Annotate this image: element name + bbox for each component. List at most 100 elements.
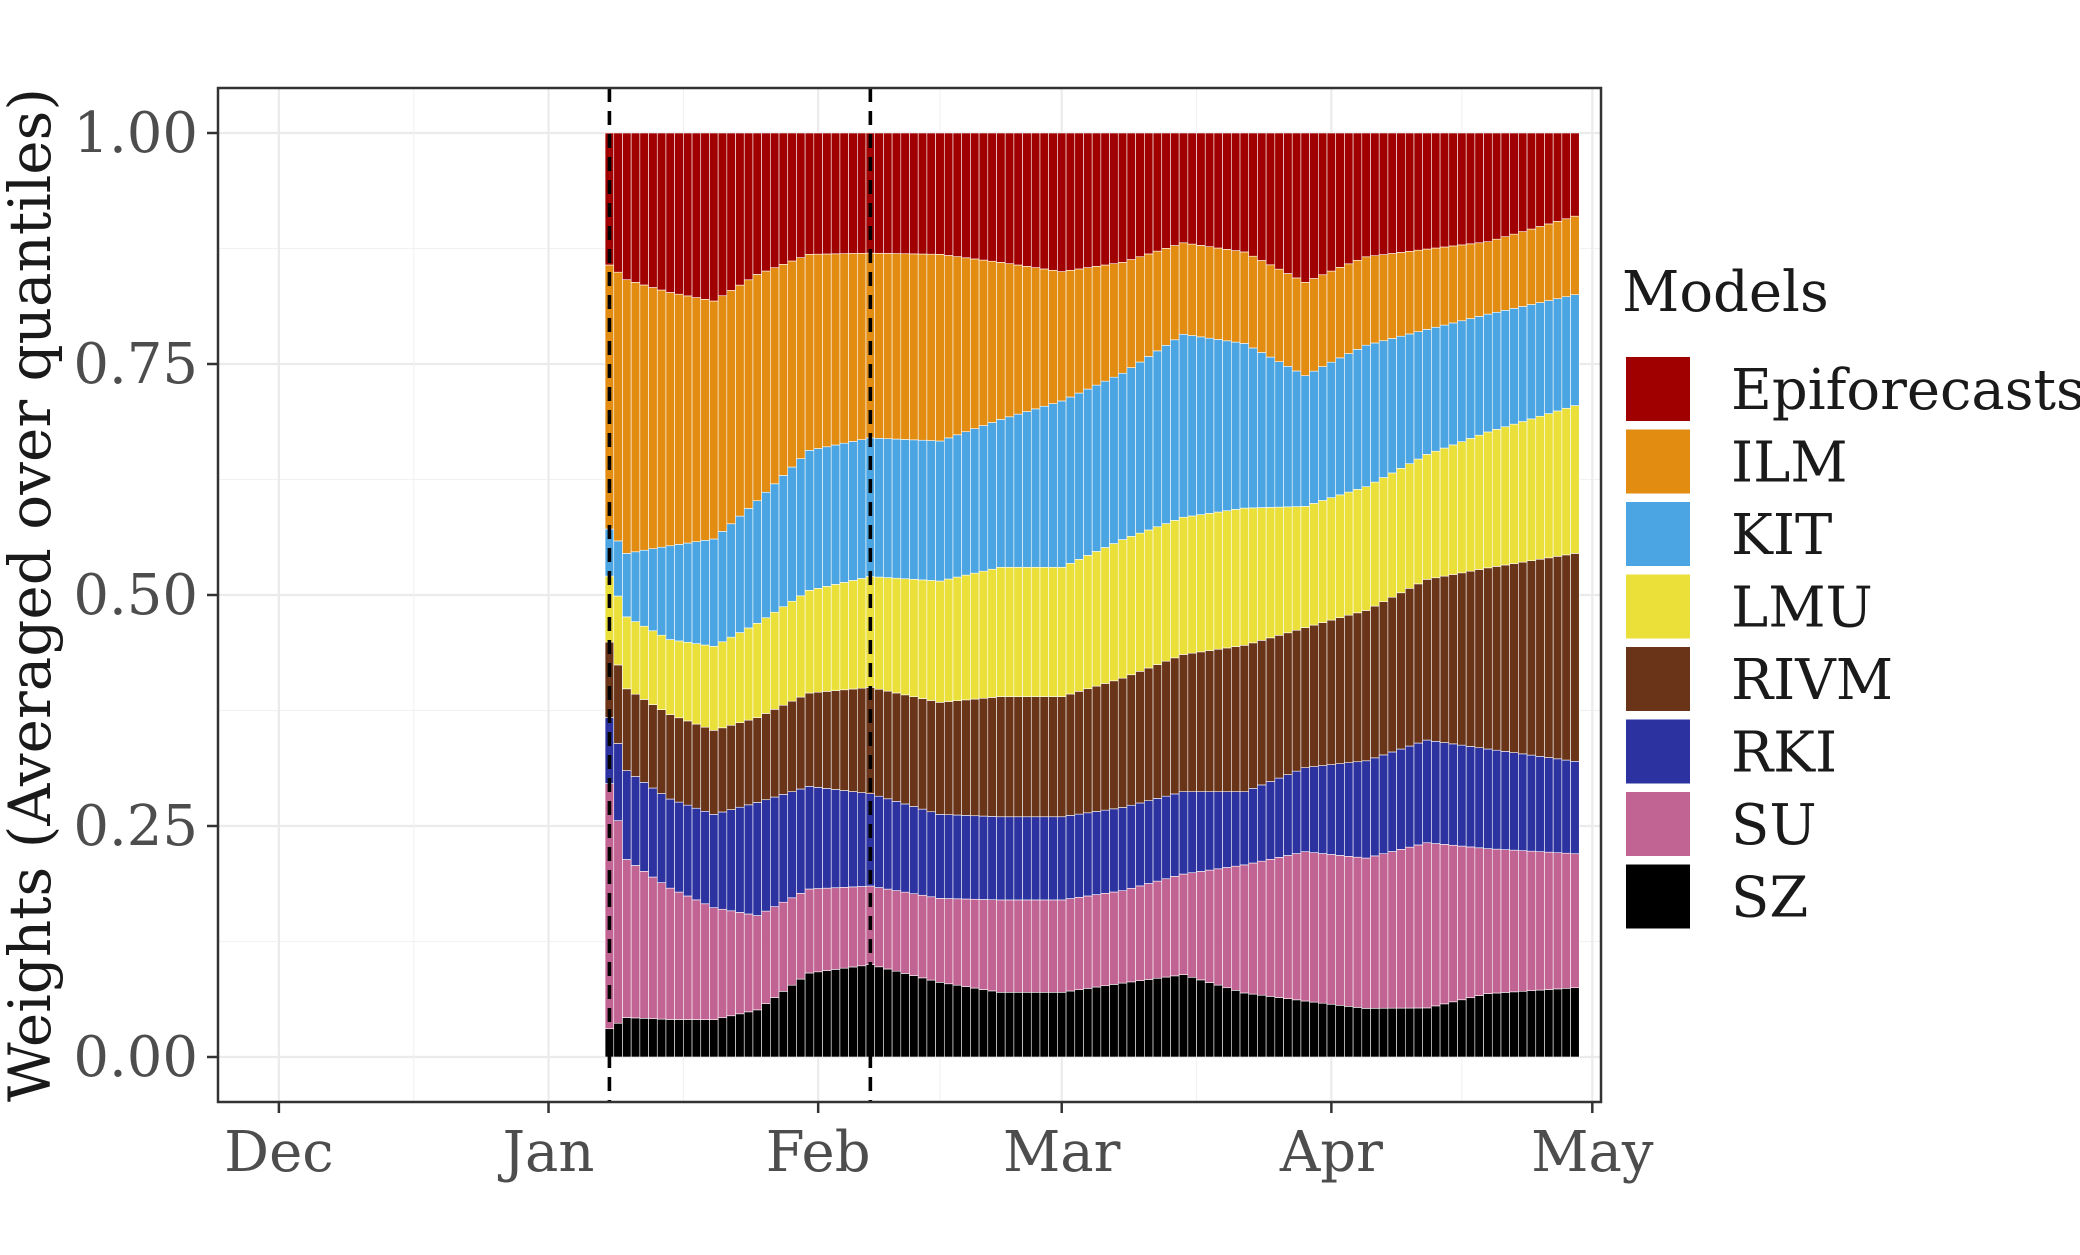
bar-segment-ilm: [1387, 253, 1397, 339]
bar-segment-su: [1196, 871, 1206, 981]
bar-segment-lmu: [1352, 489, 1363, 614]
bar-segment-sz: [813, 971, 823, 1058]
bar-segment-lmu: [900, 578, 910, 696]
bar-segment-ilm: [1196, 245, 1206, 338]
bar-segment-sz: [1083, 988, 1093, 1058]
bar-segment-rivm: [839, 689, 849, 791]
bar-segment-rki: [1057, 816, 1067, 901]
bar-segment-rivm: [1048, 696, 1058, 818]
bar-segment-rivm: [1039, 696, 1049, 818]
bar-segment-epiforecasts: [883, 132, 893, 254]
bar-segment-sz: [978, 989, 989, 1058]
bar-segment-epiforecasts: [1091, 132, 1102, 267]
bar-segment-rki: [1352, 761, 1363, 858]
bar-segment-su: [1065, 898, 1076, 992]
bar-segment-ilm: [1109, 263, 1119, 378]
bar-segment-ilm: [1083, 267, 1093, 390]
bar-segment-lmu: [1109, 543, 1119, 682]
vertical-reference-lines: [607, 88, 873, 1102]
bar-segment-rivm: [1013, 696, 1023, 818]
bar-segment-rivm: [665, 714, 675, 800]
bar-segment-epiforecasts: [935, 132, 945, 255]
bar-segment-su: [822, 887, 832, 971]
legend-label-rivm: RIVM: [1731, 648, 1893, 713]
bar-segment-lmu: [683, 641, 693, 722]
bar-segment-lmu: [1404, 463, 1415, 589]
bar-segment-rivm: [1326, 619, 1337, 765]
bar-segment-kit: [1335, 357, 1345, 496]
bar-segment-lmu: [839, 582, 849, 691]
bar-segment-sz: [1439, 1003, 1450, 1058]
bar-segment-su: [857, 886, 867, 967]
bar-segment-rivm: [1431, 577, 1441, 742]
x-tick-label: Jan: [498, 1120, 595, 1185]
bar-segment-su: [735, 912, 745, 1015]
bar-segment-sz: [1178, 974, 1189, 1058]
bar-segment-epiforecasts: [1126, 132, 1136, 260]
bar-segment-kit: [683, 542, 693, 643]
bar-segment-rivm: [778, 704, 789, 795]
bar-segment-lmu: [1483, 431, 1493, 569]
bar-segment-kit: [822, 446, 832, 587]
bar-segment-su: [1491, 848, 1502, 994]
bar-segment-rki: [917, 808, 928, 896]
bar-segment-lmu: [674, 640, 684, 719]
bar-segment-kit: [674, 544, 684, 642]
bar-segment-epiforecasts: [1318, 132, 1328, 276]
bar-segment-sz: [1065, 990, 1076, 1058]
bar-segment-ilm: [830, 253, 841, 446]
bar-segment-sz: [630, 1017, 641, 1058]
bar-segment-sz: [926, 979, 936, 1058]
bar-segment-kit: [926, 440, 936, 581]
bar-segment-kit: [1100, 380, 1110, 548]
bar-segment-rivm: [830, 690, 841, 790]
bar-segment-kit: [752, 500, 762, 624]
bar-segment-sz: [639, 1018, 649, 1058]
bar-segment-ilm: [1448, 245, 1458, 324]
legend-label-sz: SZ: [1731, 866, 1808, 931]
x-tick-label: Dec: [224, 1120, 333, 1185]
bar-segment-epiforecasts: [770, 132, 780, 268]
bar-segment-rivm: [1196, 651, 1206, 792]
bar-segment-rki: [970, 815, 980, 900]
bar-segment-lmu: [970, 572, 980, 700]
bar-segment-sz: [970, 987, 980, 1058]
bar-segment-rki: [1170, 793, 1180, 877]
bar-segment-lmu: [891, 577, 902, 694]
bar-segment-su: [1465, 846, 1476, 999]
bar-segment-rki: [1335, 763, 1345, 856]
bar-segment-ilm: [752, 274, 762, 502]
bar-segment-lmu: [1274, 506, 1284, 636]
bar-segment-kit: [1326, 361, 1337, 498]
bar-segment-lmu: [1535, 415, 1545, 560]
bar-segment-epiforecasts: [1413, 132, 1423, 251]
bar-segment-sz: [1091, 986, 1102, 1058]
bar-segment-epiforecasts: [735, 132, 745, 286]
bar-segment-sz: [1204, 982, 1215, 1058]
bar-segment-ilm: [674, 293, 684, 545]
bar-segment-sz: [987, 990, 997, 1058]
bar-segment-epiforecasts: [1022, 132, 1032, 267]
bar-segment-sz: [717, 1017, 728, 1058]
bar-segment-ilm: [935, 254, 945, 442]
bar-segment-sz: [726, 1015, 736, 1058]
bar-segment-rivm: [1561, 554, 1571, 761]
bar-segment-sz: [1057, 992, 1067, 1058]
bar-segment-epiforecasts: [1370, 132, 1380, 256]
bar-segment-rki: [1083, 812, 1093, 897]
bar-segment-kit: [813, 448, 823, 589]
bar-segment-lmu: [1439, 447, 1450, 577]
bar-segment-su: [665, 887, 675, 1020]
bar-segment-kit: [1231, 341, 1241, 510]
bar-segment-epiforecasts: [1039, 132, 1049, 270]
bar-segment-ilm: [1065, 269, 1076, 398]
bar-segment-rivm: [917, 698, 928, 810]
bar-segment-kit: [761, 491, 771, 619]
bar-segment-sz: [1004, 992, 1015, 1058]
bar-segment-epiforecasts: [1057, 132, 1067, 272]
bar-segment-epiforecasts: [1387, 132, 1397, 254]
bar-segment-epiforecasts: [1204, 132, 1215, 248]
bar-segment-rki: [978, 815, 989, 900]
bar-segment-lmu: [1457, 441, 1467, 574]
bar-segment-sz: [1335, 1005, 1345, 1058]
